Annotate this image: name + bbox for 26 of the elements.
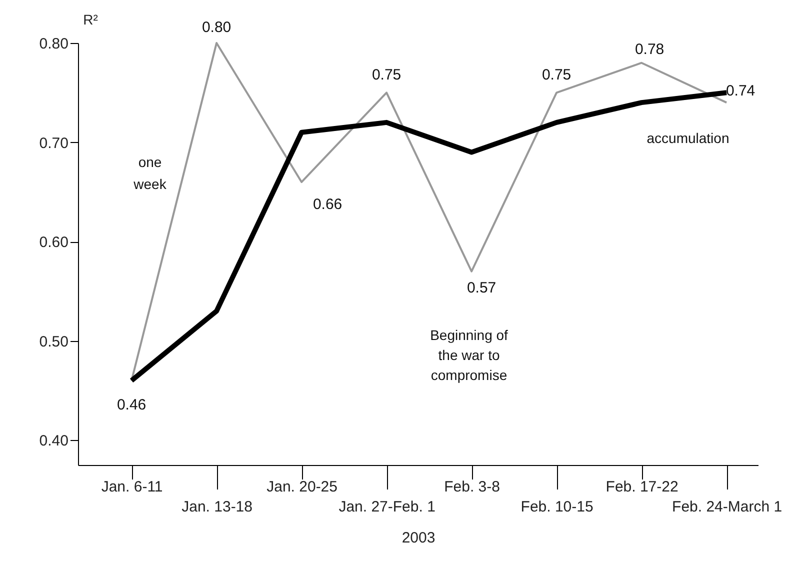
y-tick-label: 0.40: [39, 432, 68, 450]
data-label: 0.78: [634, 40, 664, 58]
y-tick-label: 0.50: [39, 333, 68, 350]
y-axis-title: R²: [83, 12, 98, 28]
annotation: Beginning of the war to compromise: [430, 327, 508, 383]
data-label: 0.66: [312, 196, 342, 214]
data-label: 0.75: [542, 66, 572, 84]
series-label: accumulation: [646, 130, 730, 146]
x-tick-label: Jan. 27-Feb. 1: [338, 498, 436, 516]
data-label: 0.74: [726, 82, 756, 100]
y-tick-label: 0.80: [39, 36, 68, 52]
data-label: 0.46: [116, 396, 146, 414]
x-tick-label: Feb. 17-22: [606, 478, 678, 496]
x-tick-label: Feb. 3-8: [444, 478, 500, 496]
x-tick-label: Jan. 20-25: [266, 478, 338, 496]
data-label: 0.80: [202, 19, 232, 36]
x-tick-label: Jan. 13-18: [182, 498, 252, 516]
y-tick-label: 0.60: [39, 234, 68, 252]
data-label: 0.75: [372, 66, 402, 84]
x-tick-label: Feb. 10-15: [520, 498, 594, 516]
series-label: one week: [132, 154, 168, 192]
x-tick-label: Jan. 6-11: [101, 478, 163, 496]
x-tick-label: Feb. 24-March 1: [672, 498, 782, 516]
x-axis-title: 2003: [402, 530, 436, 546]
data-label: 0.57: [466, 279, 496, 296]
y-tick-label: 0.70: [39, 134, 68, 152]
